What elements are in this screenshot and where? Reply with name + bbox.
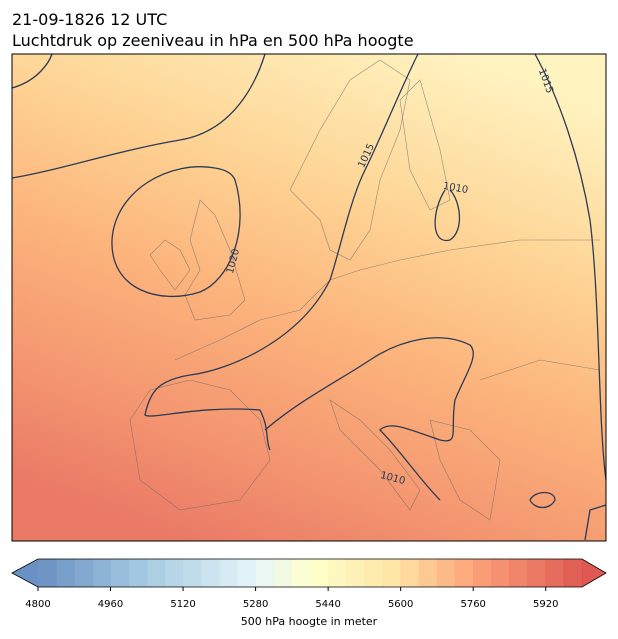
colorbar-segment <box>436 559 456 587</box>
colorbar-label: 500 hPa hoogte in meter <box>241 615 378 628</box>
colorbar-tick-label: 5280 <box>243 599 268 610</box>
colorbar-tick-label: 4800 <box>25 599 50 610</box>
colorbar-segment <box>382 559 401 587</box>
colorbar: 4800 4960 5120 5280 5440 5600 5760 5920 <box>11 558 607 610</box>
colorbar-tick-label: 4960 <box>98 599 123 610</box>
colorbar-segment <box>201 559 220 587</box>
colorbar-segment <box>237 559 256 587</box>
colorbar-segment <box>509 559 528 587</box>
title: Luchtdruk op zeeniveau in hPa en 500 hPa… <box>12 31 414 50</box>
colorbar-segment <box>291 559 311 587</box>
colorbar-extend-high <box>582 559 606 587</box>
colorbar-tick-label: 5120 <box>170 599 195 610</box>
colorbar-segment <box>183 559 202 587</box>
colorbar-segment <box>273 559 293 587</box>
colorbar-segment <box>38 559 57 587</box>
isobars <box>11 53 607 541</box>
map: 1015 1010 1020 1010 1015 <box>11 53 607 542</box>
colorbar-segment <box>491 559 510 587</box>
colorbar-segment <box>74 559 93 587</box>
colorbar-tick-label: 5600 <box>388 599 413 610</box>
colorbar-segment <box>563 559 583 587</box>
colorbar-segment <box>400 559 420 587</box>
colorbar-segment <box>56 559 75 587</box>
colorbar-segment <box>255 559 275 587</box>
colorbar-segment <box>364 559 383 587</box>
colorbar-segment <box>92 559 111 587</box>
height-field <box>12 54 606 541</box>
colorbar-segment <box>110 559 129 587</box>
colorbar-segment <box>146 559 166 587</box>
colorbar-segment <box>128 559 148 587</box>
colorbar-segment <box>473 559 492 587</box>
contour-label: 1010 <box>442 181 469 196</box>
colorbar-segment <box>527 559 547 587</box>
datetime: 21-09-1826 12 UTC <box>12 10 167 29</box>
colorbar-tick-label: 5440 <box>315 599 340 610</box>
coastlines <box>129 59 601 521</box>
colorbar-tick-label: 5760 <box>460 599 485 610</box>
colorbar-extend-low <box>12 559 38 587</box>
colorbar-segment <box>545 559 565 587</box>
colorbar-tick-label: 5920 <box>533 599 558 610</box>
colorbar-segment <box>418 559 438 587</box>
colorbar-segment <box>164 559 184 587</box>
colorbar-segment <box>219 559 238 587</box>
colorbar-segment <box>310 559 329 587</box>
colorbar-segment <box>328 559 347 587</box>
colorbar-segment <box>455 559 474 587</box>
colorbar-segment <box>346 559 365 587</box>
map-frame <box>11 53 607 542</box>
